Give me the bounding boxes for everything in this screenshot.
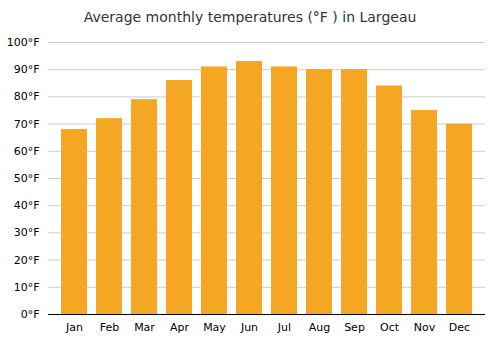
svg-text:40°F: 40°F xyxy=(14,199,40,212)
svg-text:Dec: Dec xyxy=(449,321,470,334)
html-text:Average monthly temperatures (: Average monthly temperatures (°F ) in La… xyxy=(83,9,417,25)
svg-text:Jan: Jan xyxy=(65,321,83,334)
svg-text:100°F: 100°F xyxy=(7,36,40,49)
svg-text:30°F: 30°F xyxy=(14,226,40,239)
svg-text:50°F: 50°F xyxy=(14,172,40,185)
svg-text:Oct: Oct xyxy=(380,321,400,334)
svg-text:70°F: 70°F xyxy=(14,118,40,131)
svg-text:Jun: Jun xyxy=(240,321,258,334)
svg-text:Feb: Feb xyxy=(100,321,119,334)
svg-text:Sep: Sep xyxy=(344,321,365,334)
svg-text:Mar: Mar xyxy=(134,321,155,334)
svg-text:Nov: Nov xyxy=(414,321,436,334)
svg-text:0°F: 0°F xyxy=(21,308,40,321)
svg-text:May: May xyxy=(203,321,226,334)
svg-text:Aug: Aug xyxy=(309,321,330,334)
svg-text:60°F: 60°F xyxy=(14,145,40,158)
svg-text:10°F: 10°F xyxy=(14,281,40,294)
svg-text:20°F: 20°F xyxy=(14,254,40,267)
svg-text:80°F: 80°F xyxy=(14,90,40,103)
svg-text:90°F: 90°F xyxy=(14,63,40,76)
svg-text:Apr: Apr xyxy=(170,321,190,334)
svg-text:Jul: Jul xyxy=(277,321,291,334)
